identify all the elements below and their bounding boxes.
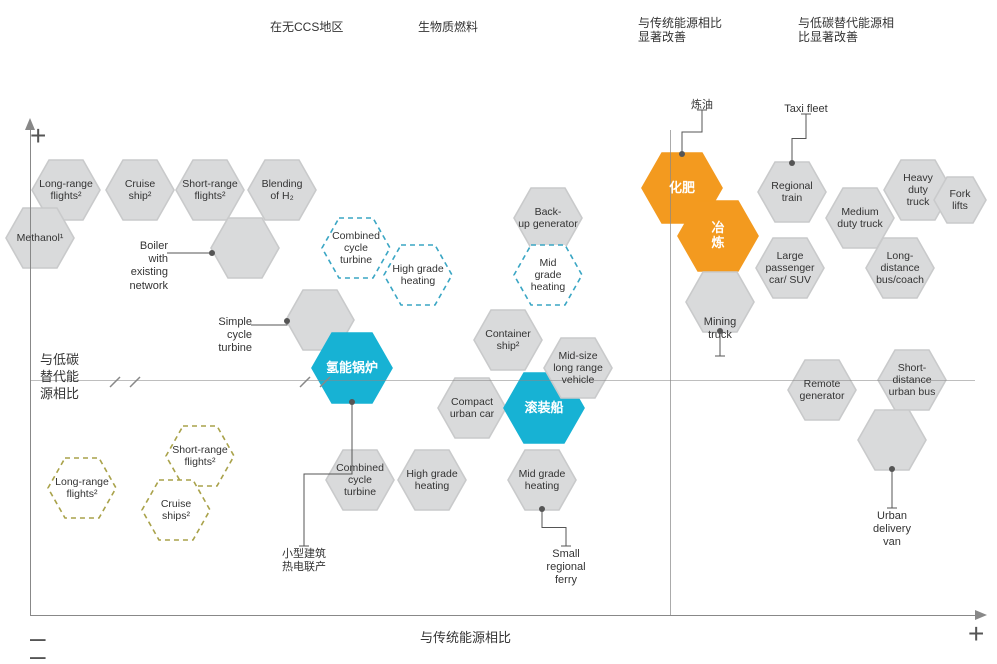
callout-c-udv: Urbandeliveryvan [873, 510, 911, 550]
legend-label: 与低碳替代能源相 比显著改善 [798, 16, 894, 45]
axis-sign: + [30, 120, 46, 152]
legend-item-3: 与低碳替代能源相 比显著改善 [790, 16, 894, 45]
hex-blend-h2: Blendingof H₂ [247, 159, 317, 221]
hex-sr-flights: Short-rangeflights² [175, 159, 245, 221]
hex-udv [857, 409, 927, 471]
legend-item-1: 生物质燃料 [410, 20, 478, 34]
hex-forklift: Forklifts [933, 176, 987, 224]
legend-label: 在无CCS地区 [270, 20, 343, 34]
leader-line [788, 110, 810, 167]
axis-break [128, 375, 142, 394]
callout-c-ferry: Smallregionalferry [546, 548, 585, 588]
leader-line [252, 316, 291, 328]
axis-line [30, 380, 975, 381]
axis-sign: – [30, 640, 46, 664]
leader-line [888, 465, 896, 512]
hex-boiler-net [210, 217, 280, 279]
legend-label: 与传统能源相比 显著改善 [638, 16, 722, 45]
axis-line [30, 615, 975, 616]
leader-line [300, 398, 356, 550]
legend-label: 生物质燃料 [418, 20, 478, 34]
hex-ld-bus: Long-distancebus/coach [865, 237, 935, 299]
axis-line [670, 130, 671, 615]
callout-c-chp: 小型建筑热电联产 [282, 548, 326, 574]
legend-item-0: 在无CCS地区 [262, 20, 343, 34]
hex-compact-car: Compacturban car [437, 377, 507, 439]
leader-line [678, 106, 706, 158]
hex-remote-gen: Remotegenerator [787, 359, 857, 421]
hex-cc-turbine: Combinedcycleturbine [321, 217, 391, 279]
y-axis-label: 与低碳替代能源相比 [40, 352, 79, 403]
hex-mid-lr-veh: Mid-sizelong rangevehicle [543, 337, 613, 399]
axis-break [108, 375, 122, 394]
legend-item-2: 与传统能源相比 显著改善 [630, 16, 722, 45]
leader-line [168, 244, 216, 252]
hex-mg-heat: Midgradeheating [513, 244, 583, 306]
axis-break [318, 375, 332, 394]
hex-sr-flights2: Short-rangeflights² [165, 425, 235, 487]
axis-line [30, 130, 31, 615]
callout-c-sct: Simplecycleturbine [218, 316, 252, 356]
diagram-stage: Long-rangeflights²Methanol¹Cruiseship²Sh… [0, 0, 997, 664]
hex-mg-heat2: Mid gradeheating [507, 449, 577, 511]
hex-methanol: Methanol¹ [5, 207, 75, 269]
leader-line [538, 505, 570, 550]
hex-container: Containership² [473, 309, 543, 371]
hex-reg-train: Regionaltrain [757, 161, 827, 223]
hex-hg-heat: High gradeheating [383, 244, 453, 306]
hex-cruise-ship: Cruiseship² [105, 159, 175, 221]
axis-sign: + [968, 618, 984, 650]
axis-break [298, 375, 312, 394]
hex-hg-heat2: High gradeheating [397, 449, 467, 511]
hex-smelt: 冶炼 [677, 200, 759, 272]
hex-large-suv: Largepassengercar/ SUV [755, 237, 825, 299]
x-axis-label: 与传统能源相比 [420, 630, 511, 647]
callout-c-boiler: Boilerwithexistingnetwork [129, 240, 168, 293]
leader-line [716, 327, 724, 360]
hex-lr-flights2: Long-rangeflights² [47, 457, 117, 519]
hex-backup-gen: Back-up generator [513, 187, 583, 249]
hex-cruise2: Cruiseships² [141, 479, 211, 541]
